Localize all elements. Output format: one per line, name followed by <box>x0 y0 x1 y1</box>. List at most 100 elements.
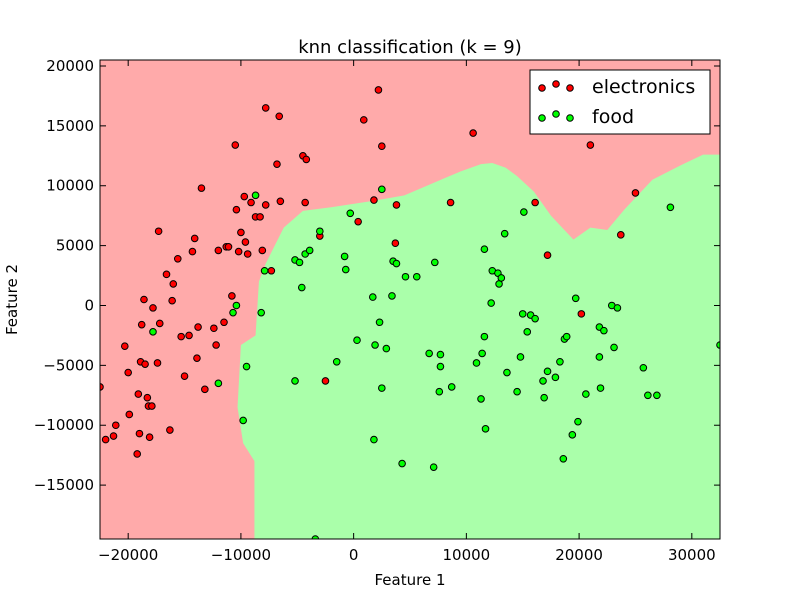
point-electronics <box>354 217 362 226</box>
point-food <box>369 293 377 301</box>
x-tick-label: 20000 <box>555 546 603 564</box>
point-food <box>478 349 486 358</box>
point-electronics <box>258 246 267 255</box>
point-food <box>260 266 269 275</box>
point-electronics <box>145 433 154 442</box>
point-food <box>520 208 528 216</box>
y-tick-label: −5000 <box>43 356 94 374</box>
point-electronics <box>124 368 132 377</box>
point-food <box>436 362 445 371</box>
axis-ticks: −20000 −10000 0 10000 20000 30000 −15000 −10000… <box>34 57 720 564</box>
point-electronics <box>220 318 228 327</box>
point-food <box>346 209 355 218</box>
point-electronics <box>469 129 477 137</box>
point-food <box>480 245 489 254</box>
point-electronics <box>577 310 586 318</box>
y-tick-label: −15000 <box>34 476 94 494</box>
point-electronics <box>617 231 625 239</box>
point-electronics <box>237 228 245 237</box>
point-food <box>596 384 605 392</box>
point-electronics <box>359 116 368 124</box>
y-tick-label: 20000 <box>46 57 94 75</box>
point-food <box>539 377 547 385</box>
point-food <box>716 341 720 349</box>
point-electronics <box>143 393 152 402</box>
point-electronics <box>231 141 240 149</box>
region-food <box>237 154 720 539</box>
point-food <box>513 387 521 396</box>
point-electronics <box>194 323 202 331</box>
point-food <box>435 387 444 396</box>
point-electronics <box>173 254 182 263</box>
point-electronics <box>261 104 270 112</box>
y-tick-label: 5000 <box>56 237 94 255</box>
x-tick-label: 10000 <box>443 546 491 564</box>
x-tick-label: 0 <box>349 546 359 564</box>
point-food <box>257 308 266 317</box>
point-food <box>232 301 241 310</box>
legend-marker-food <box>538 114 546 122</box>
point-food <box>242 362 251 371</box>
point-electronics <box>391 239 400 248</box>
y-axis-label: Feature 2 <box>3 264 21 335</box>
point-electronics <box>241 238 250 246</box>
point-electronics <box>109 432 118 440</box>
point-electronics <box>214 246 223 255</box>
point-electronics <box>273 160 281 168</box>
point-electronics <box>134 390 143 398</box>
point-electronics <box>370 196 378 204</box>
point-food <box>251 191 260 200</box>
point-electronics <box>180 372 189 380</box>
point-food <box>382 344 391 353</box>
point-electronics <box>256 213 264 221</box>
x-tick-label: −10000 <box>211 546 271 564</box>
point-food <box>480 332 489 341</box>
point-food <box>214 379 223 388</box>
point-food <box>503 368 511 377</box>
point-electronics <box>185 331 193 340</box>
point-food <box>436 350 445 359</box>
x-axis-label: Feature 1 <box>375 571 446 589</box>
point-food <box>378 185 386 194</box>
chart-title: knn classification (k = 9) <box>298 37 522 58</box>
point-electronics <box>149 304 157 312</box>
point-food <box>551 373 560 382</box>
point-food <box>388 292 396 300</box>
point-electronics <box>301 198 309 207</box>
point-electronics <box>197 184 206 192</box>
point-food <box>574 417 582 426</box>
point-food <box>239 416 247 425</box>
point-electronics <box>261 201 270 209</box>
point-food <box>447 383 456 391</box>
point-food <box>518 310 527 318</box>
legend: electronics food <box>529 69 711 135</box>
point-food <box>295 258 304 267</box>
point-food <box>639 363 648 372</box>
point-electronics <box>392 201 401 209</box>
y-tick-label: 0 <box>84 296 94 314</box>
point-electronics <box>586 141 595 149</box>
legend-marker-food <box>566 114 574 122</box>
point-electronics <box>121 342 129 351</box>
point-food <box>371 341 379 349</box>
x-tick-label: 30000 <box>668 546 716 564</box>
point-electronics <box>247 198 255 207</box>
point-food <box>500 229 509 238</box>
point-food <box>149 328 157 336</box>
point-electronics <box>543 251 552 259</box>
point-food <box>556 357 564 366</box>
point-food <box>340 252 349 261</box>
point-food <box>378 384 386 392</box>
legend-marker-electronics <box>552 80 560 88</box>
point-electronics <box>168 296 176 305</box>
x-tick-label: −20000 <box>98 546 158 564</box>
point-electronics <box>234 247 243 256</box>
point-electronics <box>101 435 110 444</box>
legend-label-electronics: electronics <box>592 76 695 98</box>
point-food <box>316 227 324 236</box>
point-food <box>523 328 532 336</box>
point-food <box>375 318 384 327</box>
point-electronics <box>201 385 209 394</box>
point-food <box>425 349 433 358</box>
